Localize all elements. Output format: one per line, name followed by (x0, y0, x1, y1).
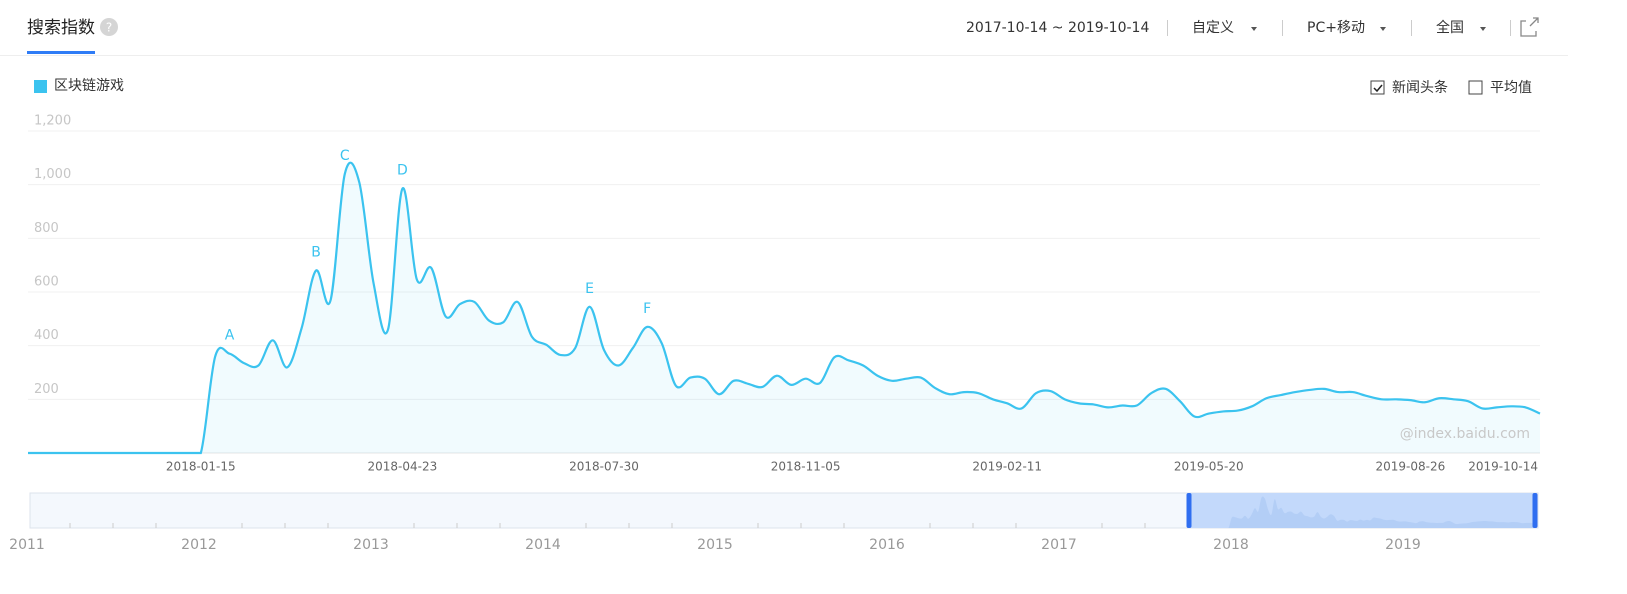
separator (1282, 20, 1283, 36)
y-tick-label: 600 (34, 275, 59, 290)
filter-dropdown[interactable]: 全国 (1436, 19, 1464, 36)
x-tick-label: 2019-05-20 (1174, 460, 1244, 474)
dropdown-caret[interactable] (1251, 27, 1257, 31)
dropdown-caret[interactable] (1380, 27, 1386, 31)
navigator-year: 2017 (1041, 537, 1077, 553)
dropdown-caret[interactable] (1480, 27, 1486, 31)
checkbox[interactable] (1468, 80, 1483, 95)
navigator-year: 2018 (1213, 537, 1249, 553)
y-tick-label: 1,200 (34, 114, 71, 129)
peak-annotation[interactable]: D (397, 163, 408, 179)
navigator-year: 2019 (1385, 537, 1421, 553)
x-tick-label: 2018-07-30 (569, 460, 639, 474)
navigator-handle[interactable] (1532, 493, 1538, 528)
navigator-year: 2014 (525, 537, 561, 553)
legend-swatch (34, 80, 47, 93)
panel-title: 搜索指数 (27, 18, 95, 38)
x-tick-label: 2018-01-15 (166, 460, 236, 474)
separator (1411, 20, 1412, 36)
y-tick-label: 1,000 (34, 167, 71, 182)
navigator-mini-area (1189, 496, 1535, 528)
y-tick-label: 400 (34, 328, 59, 343)
checkbox[interactable] (1370, 80, 1385, 95)
filter-dropdown[interactable]: 自定义 (1192, 20, 1234, 36)
header-divider (0, 55, 1568, 56)
export-box[interactable] (1520, 20, 1537, 37)
x-tick-label: 2019-08-26 (1376, 460, 1446, 474)
line (28, 161, 1541, 455)
export-icon[interactable] (1520, 17, 1539, 37)
peak-annotation[interactable]: F (643, 301, 651, 317)
tab-underline (27, 51, 95, 54)
checkbox-label[interactable]: 平均值 (1490, 80, 1532, 96)
checkmark[interactable] (1373, 84, 1383, 93)
y-tick-label: 800 (34, 221, 59, 236)
peak-annotation[interactable]: B (311, 245, 321, 261)
navigator-year: 2013 (353, 537, 389, 553)
filter-bar: 自定义 PC+移动 全国 (1167, 19, 1511, 36)
y-tick-label: 200 (34, 382, 59, 397)
x-tick-label: 2018-04-23 (368, 460, 438, 474)
date-range[interactable]: 2017-10-14 ~ 2019-10-14 (966, 20, 1149, 36)
area (28, 162, 1540, 454)
navigator-year: 2015 (697, 537, 733, 553)
x-tick-label: 2018-11-05 (771, 460, 841, 474)
filter-dropdown[interactable]: PC+移动 (1307, 20, 1365, 36)
navigator-handle[interactable] (1186, 493, 1192, 528)
help-icon[interactable] (100, 18, 118, 36)
export-arrow[interactable] (1529, 17, 1539, 27)
x-tick-label: 2019-02-11 (972, 460, 1042, 474)
legend-label: 区块链游戏 (54, 78, 124, 94)
peak-annotation[interactable]: E (585, 281, 594, 297)
x-tick-label: 2019-10-14 (1468, 460, 1538, 474)
navigator-year: 2011 (9, 537, 45, 553)
checkbox-label[interactable]: 新闻头条 (1392, 79, 1448, 96)
peak-annotation[interactable]: A (225, 328, 235, 344)
watermark: @index.baidu.com (1400, 426, 1530, 442)
navigator-year: 2016 (869, 537, 905, 553)
separator (1167, 20, 1168, 36)
navigator-year: 2012 (181, 537, 217, 553)
help-mark[interactable]: ? (106, 21, 112, 35)
separator (1510, 20, 1511, 36)
peak-annotation[interactable]: C (340, 148, 350, 164)
